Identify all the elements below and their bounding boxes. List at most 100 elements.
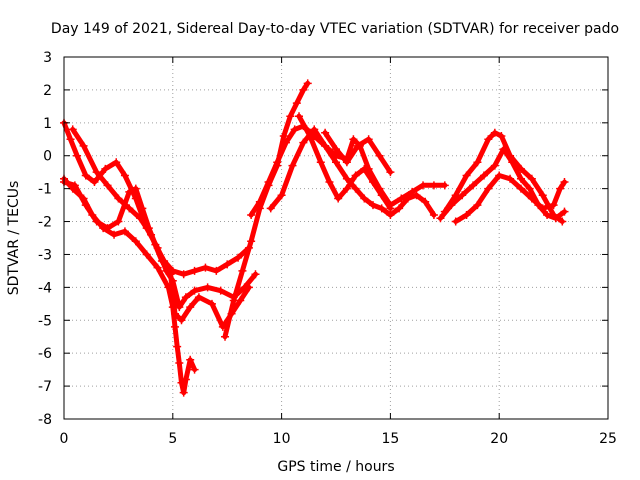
data-point (351, 184, 360, 193)
data-point (440, 181, 449, 190)
data-point (395, 204, 404, 213)
y-tick-label: -3 (38, 247, 52, 263)
data-point (295, 112, 304, 121)
data-point (321, 128, 330, 137)
data-point (244, 283, 253, 292)
data-point (175, 359, 184, 368)
data-point (342, 158, 351, 167)
data-point (229, 296, 238, 305)
data-point (114, 217, 123, 226)
data-point (142, 250, 151, 259)
series-line (70, 126, 252, 330)
data-point (223, 260, 232, 269)
series-arc-9 (321, 128, 395, 177)
data-point (173, 342, 182, 351)
data-point (310, 125, 319, 134)
series-arc-4 (60, 178, 253, 279)
data-point (342, 174, 351, 183)
data-point (103, 181, 112, 190)
data-point (255, 197, 264, 206)
series-line (61, 179, 252, 277)
data-point (386, 204, 395, 213)
data-point (238, 266, 247, 275)
data-point (462, 171, 471, 180)
y-axis-ticks: -8 -7 -6 -5 -4 -3 -2 -1 0 1 2 3 (38, 50, 608, 428)
data-point (429, 181, 438, 190)
data-point (153, 263, 162, 272)
data-point (321, 141, 330, 150)
data-point (473, 158, 482, 167)
data-point (138, 204, 147, 213)
data-point (177, 378, 186, 387)
data-point (419, 181, 428, 190)
data-point (473, 201, 482, 210)
data-point (556, 184, 565, 193)
data-point (221, 332, 230, 341)
data-point (66, 135, 75, 144)
data-point (360, 164, 369, 173)
data-point (290, 125, 299, 134)
data-point (484, 184, 493, 193)
data-point (68, 125, 77, 134)
x-axis-label: GPS time / hours (277, 459, 394, 475)
data-point (273, 158, 282, 167)
data-point (101, 164, 110, 173)
y-tick-label: -4 (38, 280, 52, 296)
data-point (549, 201, 558, 210)
data-point (332, 145, 340, 154)
data-point (506, 151, 515, 160)
series-arc-7 (266, 125, 438, 219)
data-point (120, 227, 129, 236)
data-point (377, 191, 386, 200)
x-tick-label: 5 (168, 431, 177, 447)
data-point (186, 303, 195, 312)
data-point (144, 224, 153, 233)
data-point (332, 158, 340, 167)
data-point (247, 210, 256, 219)
data-point (368, 178, 377, 187)
data-point (349, 135, 358, 144)
data-point (377, 204, 386, 213)
data-point (360, 194, 369, 203)
data-point (334, 194, 343, 203)
y-tick-label: -7 (38, 379, 52, 395)
data-point (325, 178, 334, 187)
y-tick-label: 2 (43, 83, 52, 99)
data-point (403, 194, 412, 203)
grid (64, 57, 608, 419)
x-tick-label: 25 (599, 431, 617, 447)
data-point (386, 168, 395, 177)
data-point (114, 194, 123, 203)
y-tick-label: 1 (43, 116, 52, 132)
data-point (279, 131, 288, 140)
data-point (90, 178, 99, 187)
data-point (264, 178, 273, 187)
data-point (525, 184, 534, 193)
data-point (92, 217, 101, 226)
chart-title: Day 149 of 2021, Sidereal Day-to-day VTE… (51, 21, 619, 37)
data-point (560, 207, 569, 216)
series-line (222, 80, 311, 340)
data-point (462, 210, 471, 219)
data-point (170, 309, 179, 318)
data-point (190, 266, 199, 275)
data-point (277, 191, 286, 200)
data-point (81, 201, 90, 210)
data-point (103, 224, 112, 233)
data-point (186, 355, 195, 364)
data-point (201, 263, 210, 272)
data-point (305, 131, 314, 140)
data-point (316, 158, 325, 167)
data-point (299, 138, 308, 147)
data-point (288, 161, 297, 170)
data-point (299, 85, 308, 94)
series-arc-12 (451, 171, 569, 226)
y-tick-label: -6 (38, 346, 52, 362)
data-point (112, 158, 121, 167)
data-point (364, 135, 373, 144)
data-point (516, 164, 525, 173)
x-tick-label: 0 (60, 431, 69, 447)
data-point (286, 112, 295, 121)
y-tick-label: -1 (38, 182, 52, 198)
data-point (190, 286, 199, 295)
